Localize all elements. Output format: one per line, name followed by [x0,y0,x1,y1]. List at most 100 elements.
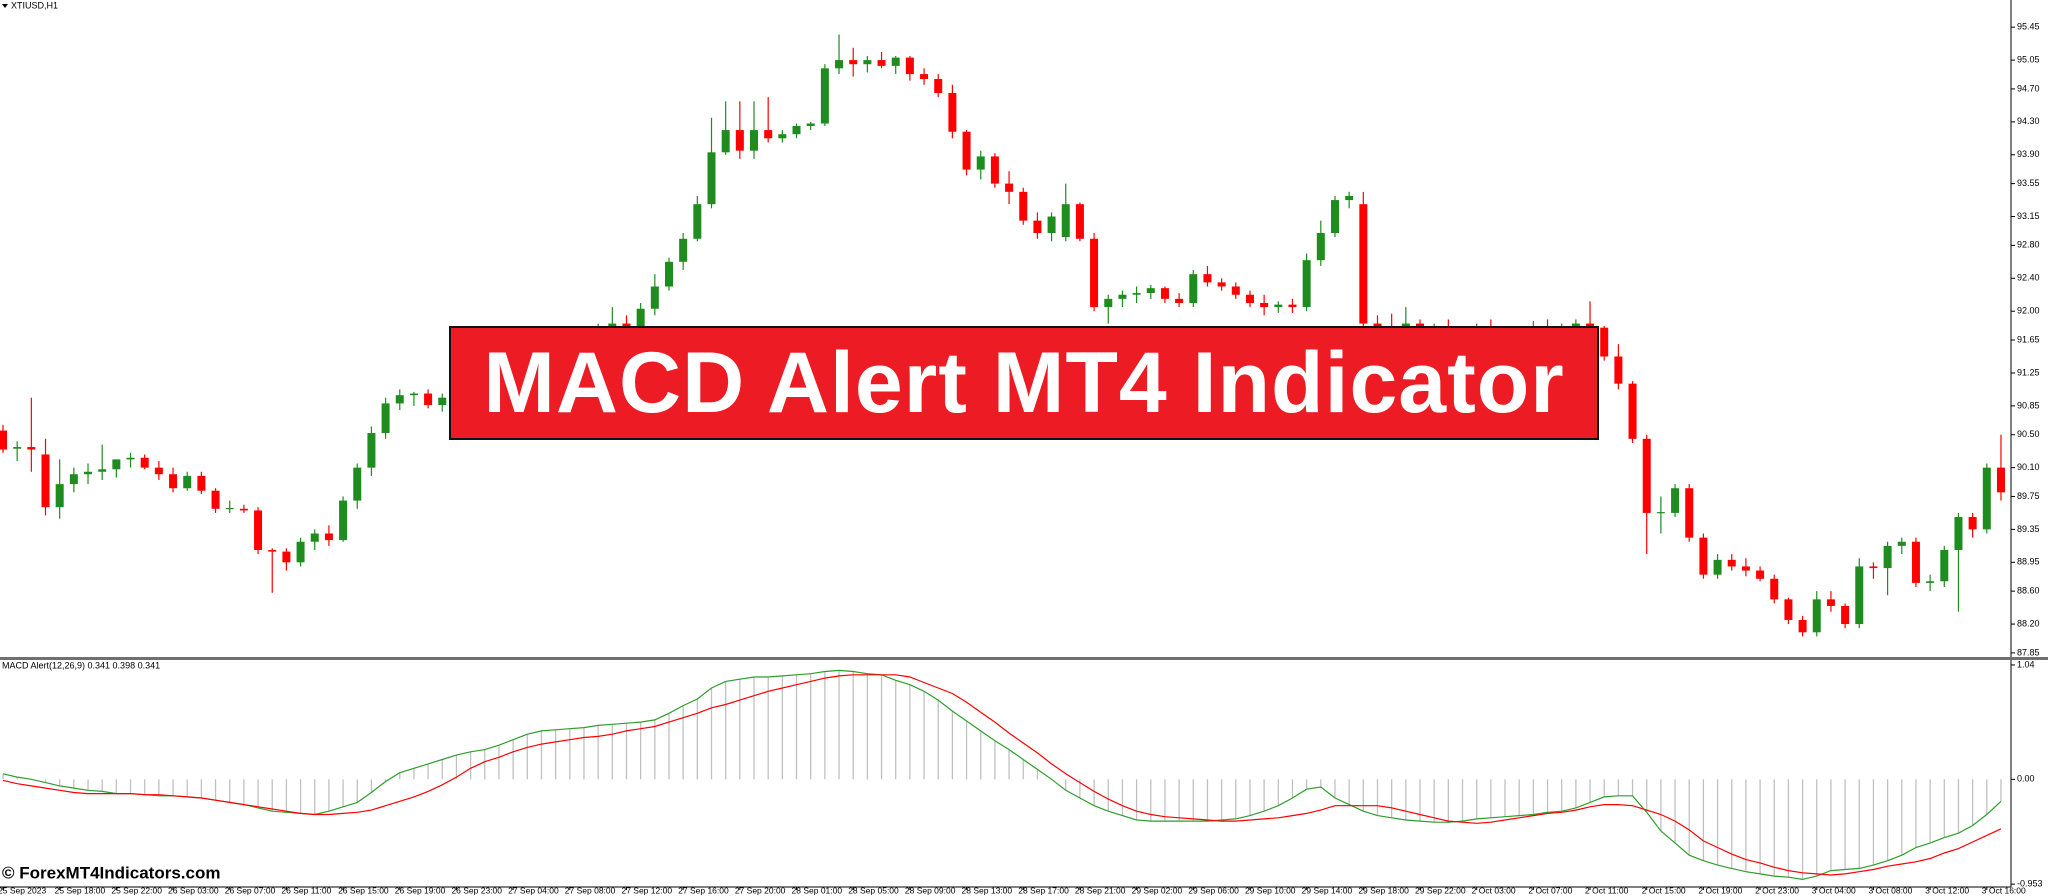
candle-body [1586,323,1595,328]
candle-body [1231,286,1240,295]
candle-body [1656,512,1665,514]
candle-body [622,323,631,328]
x-tick-label: 29 Sep 10:00 [1245,885,1296,895]
x-tick-label: 28 Sep 13:00 [962,885,1013,895]
y-tick-label: 94.30 [2017,116,2040,126]
candle-body [1869,566,1878,569]
candle-body [409,393,418,396]
x-tick-label: 25 Sep 2023 [0,885,46,895]
x-tick-label: 3 Oct 08:00 [1868,885,1912,895]
y-tick-label: 93.90 [2017,149,2040,159]
candle-body [636,308,645,328]
x-tick-label: 29 Sep 02:00 [1132,885,1183,895]
candle-body [679,238,688,262]
x-tick-label: 27 Sep 08:00 [565,885,616,895]
candle-body [750,130,759,151]
candle-body [1855,566,1864,625]
candle-body [934,79,943,94]
candle-body [268,549,277,552]
candle-body [891,57,900,66]
y-tick-label: 1.04 [2017,659,2035,669]
candle-body [69,474,78,485]
candle-body [112,459,121,470]
y-tick-label: 88.60 [2017,586,2040,596]
x-tick-label: 2 Oct 23:00 [1755,885,1799,895]
candle-body [1954,517,1963,550]
candle-body [707,152,716,205]
candle-body [1274,304,1283,308]
candle-body [353,467,362,501]
candle-body [1600,327,1609,357]
symbol-label: XTIUSD,H1 [11,0,58,10]
candle-body [1713,559,1722,575]
y-tick-label: 92.40 [2017,273,2040,283]
y-tick-label: 91.25 [2017,367,2040,377]
candle-body [1812,599,1821,633]
candle-body [27,447,36,450]
candle-body [381,403,390,434]
candle-body [0,430,7,450]
banner: MACD Alert MT4 Indicator [449,326,1599,440]
candle-body [976,156,985,170]
candle-body [1104,298,1113,308]
candle-body [1996,467,2005,493]
candle-body [820,68,829,124]
candle-body [1075,204,1084,239]
candle-body [1146,288,1155,294]
candle-body [806,123,815,126]
x-tick-label: 28 Sep 21:00 [1075,885,1126,895]
candle-body [1302,260,1311,308]
x-tick-label: 2 Oct 11:00 [1585,885,1629,895]
candle-body [948,93,957,132]
y-tick-label: 91.65 [2017,334,2040,344]
candle-body [1741,566,1750,571]
candle-body [339,500,348,541]
candle-body [1160,288,1169,299]
y-tick-label: 90.85 [2017,400,2040,410]
candle-body [1784,599,1793,620]
x-tick-label: 29 Sep 06:00 [1188,885,1239,895]
candle-body [962,131,971,170]
candle-body [1628,383,1637,439]
x-tick-label: 26 Sep 19:00 [395,885,446,895]
candle-body [778,134,787,139]
macd-line [2,669,2002,881]
candle-body [1685,488,1694,538]
candle-body [1175,298,1184,303]
symbol-menu-icon [2,4,8,8]
x-tick-label: 26 Sep 15:00 [338,885,389,895]
x-tick-label: 25 Sep 18:00 [55,885,106,895]
candle-body [1926,581,1935,583]
y-tick-label: 89.75 [2017,491,2040,501]
candle-body [664,261,673,287]
candle-body [1940,549,1949,582]
y-tick-label: 87.85 [2017,647,2040,657]
x-tick-label: 27 Sep 12:00 [621,885,672,895]
candle-body [1345,195,1354,201]
x-tick-label: 26 Sep 07:00 [225,885,276,895]
candle-body [55,484,64,508]
candle-body [1033,220,1042,233]
candle-body [438,397,447,406]
y-tick-label: 95.45 [2017,22,2040,32]
candle-body [1883,545,1892,569]
candle-body [1005,183,1014,192]
candle-body [1699,537,1708,575]
candle-body [735,130,744,151]
candle-body [1756,570,1765,579]
candle-body [1118,294,1127,299]
candle-body [835,60,844,69]
candle-body [239,508,248,511]
candle-body [721,130,730,153]
x-tick-label: 28 Sep 05:00 [848,885,899,895]
candle-body [1316,232,1325,261]
candle-body [296,541,305,563]
candle-body [211,490,220,509]
candle-body [41,454,50,508]
x-tick-label: 28 Sep 17:00 [1018,885,1069,895]
candle-body [1841,605,1850,625]
candle-body [650,286,659,309]
candle-body [1217,282,1226,287]
x-tick-label: 29 Sep 18:00 [1358,885,1409,895]
